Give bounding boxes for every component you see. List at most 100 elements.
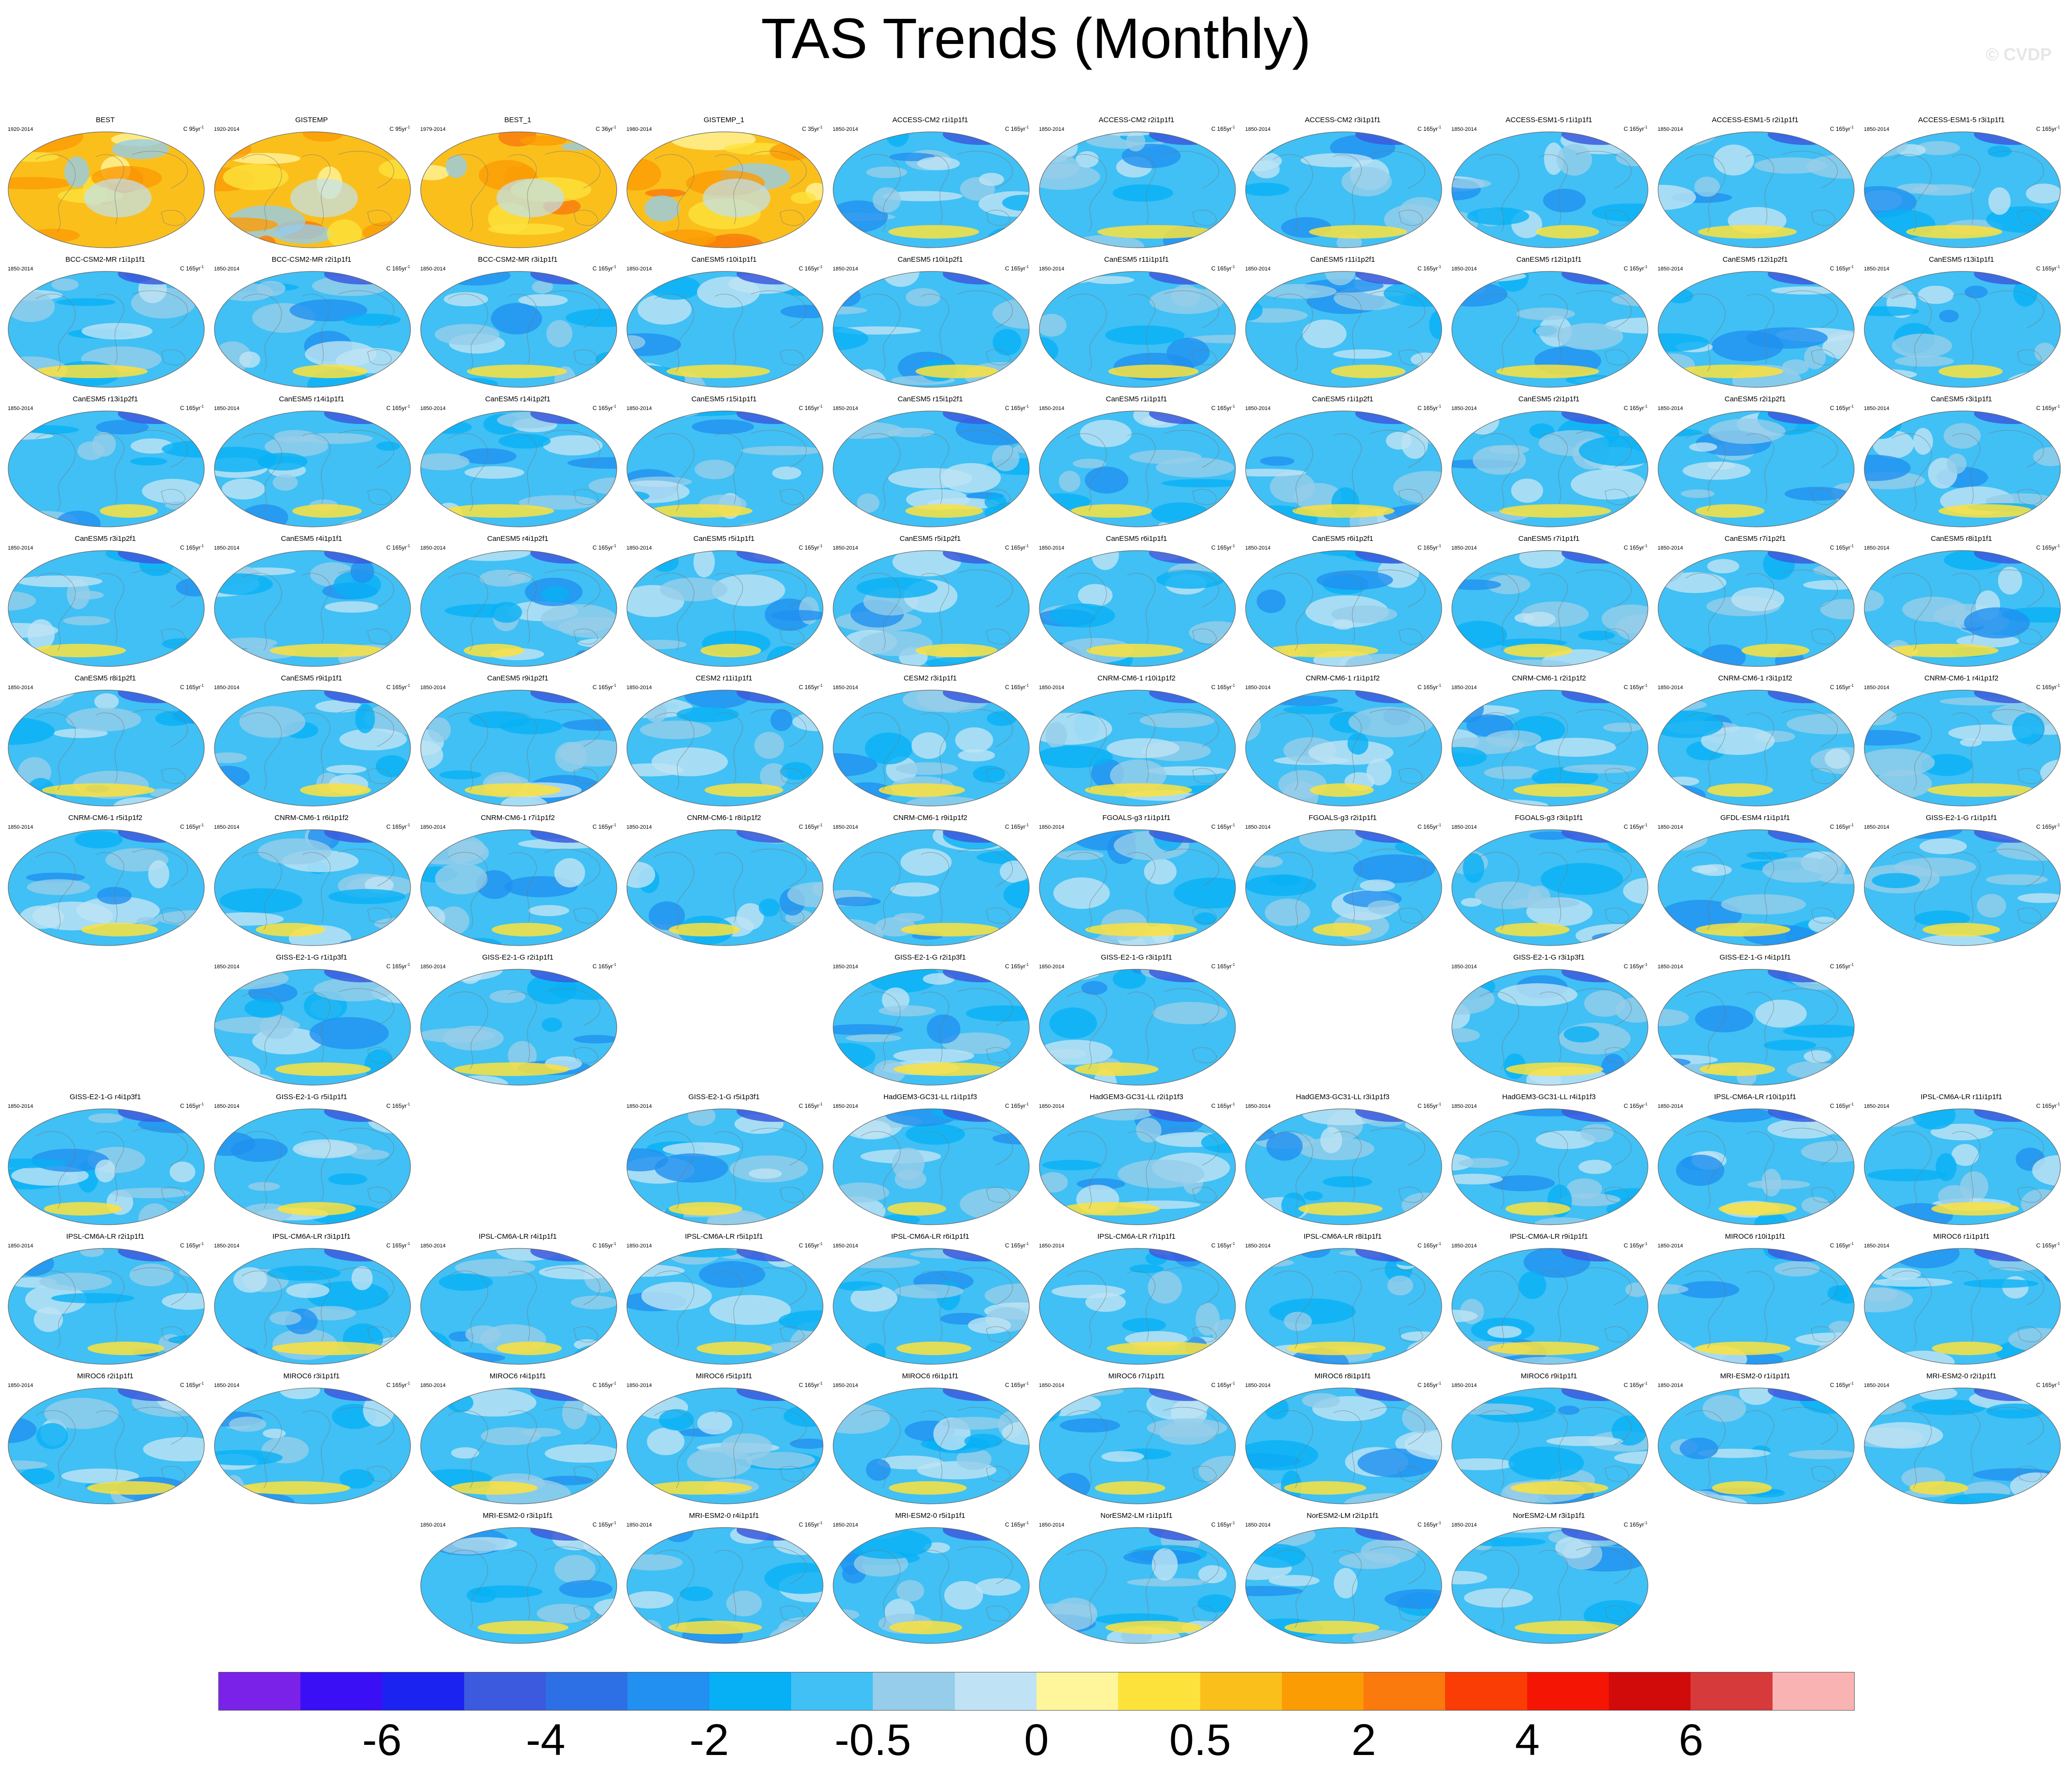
- panel-period: 1850-2014: [8, 1383, 33, 1388]
- panel-period: 1850-2014: [626, 266, 652, 272]
- map-panel: HadGEM3-GC31-LL r1i1p1f3 1850-2014 C 165yr…: [829, 1093, 1032, 1227]
- panel-unit: C 165yr-1: [1623, 1381, 1647, 1388]
- panel-period: 1850-2014: [1451, 824, 1477, 830]
- map-panel: IPSL-CM6A-LR r3i1p1f1 1850-2014 C 165yr-1: [210, 1232, 413, 1367]
- trend-map: [8, 410, 205, 527]
- panel-title: CanESM5 r2i1p1f1: [1518, 395, 1580, 403]
- map-panel: ACCESS-CM2 r1i1p1f1 1850-2014 C 165yr-1: [829, 116, 1032, 250]
- map-panel: CanESM5 r13i1p2f1 1850-2014 C 165yr-1: [4, 395, 207, 529]
- colorbar-tick-label: 0: [1024, 1715, 1049, 1765]
- panel-period: 1850-2014: [1451, 127, 1477, 132]
- panel-period: 1850-2014: [214, 1383, 240, 1388]
- panel-title: IPSL-CM6A-LR r4i1p1f1: [479, 1232, 557, 1241]
- trend-map: [1451, 1527, 1648, 1644]
- trend-map: [8, 1248, 205, 1365]
- trend-map: [214, 131, 411, 248]
- panel-unit: C 165yr-1: [180, 823, 204, 830]
- panel-period: 1850-2014: [833, 824, 858, 830]
- map-panel: CNRM-CM6-1 r9i1p1f2 1850-2014 C 165yr-1: [829, 814, 1032, 948]
- panel-unit: C 165yr-1: [1623, 1102, 1647, 1109]
- map-panel: GISTEMP 1920-2014 C 95yr-1: [210, 116, 413, 250]
- panel-title: BEST: [96, 116, 115, 124]
- panel-title: MIROC6 r1i1p1f1: [1933, 1232, 1990, 1241]
- map-panel: CanESM5 r2i1p2f1 1850-2014 C 165yr-1: [1654, 395, 1857, 529]
- trend-map: [1039, 1248, 1236, 1365]
- trend-map: [1245, 131, 1442, 248]
- trend-map: [833, 1527, 1030, 1644]
- trend-map: [626, 1387, 823, 1504]
- panel-title: CanESM5 r14i1p1f1: [279, 395, 344, 403]
- panel-period: 1850-2014: [1658, 545, 1683, 551]
- panel-unit: C 165yr-1: [592, 823, 616, 830]
- trend-map: [626, 829, 823, 946]
- map-panel: CanESM5 r6i1p2f1 1850-2014 C 165yr-1: [1241, 535, 1444, 669]
- panel-unit: C 165yr-1: [180, 1381, 204, 1388]
- trend-map: [1658, 550, 1855, 667]
- panel-period: 1850-2014: [1864, 127, 1889, 132]
- panel-unit: C 165yr-1: [2036, 1102, 2060, 1109]
- panel-title: CanESM5 r11i1p2f1: [1310, 255, 1375, 264]
- panel-period: 1850-2014: [1451, 406, 1477, 411]
- map-panel: MIROC6 r7i1p1f1 1850-2014 C 165yr-1: [1035, 1372, 1238, 1506]
- panel-title: CanESM5 r9i1p1f1: [281, 674, 342, 682]
- panel-title: MIROC6 r7i1p1f1: [1108, 1372, 1165, 1380]
- panel-unit: C 165yr-1: [386, 1102, 410, 1109]
- panel-period: 1850-2014: [1658, 964, 1683, 970]
- map-panel: MRI-ESM2-0 r5i1p1f1 1850-2014 C 165yr-1: [829, 1512, 1032, 1646]
- trend-map: [1039, 829, 1236, 946]
- panel-unit: C 165yr-1: [1005, 962, 1029, 970]
- panel-unit: C 165yr-1: [798, 1102, 823, 1109]
- panel-title: MRI-ESM2-0 r4i1p1f1: [689, 1512, 759, 1520]
- panel-period: 1850-2014: [626, 1243, 652, 1249]
- panel-period: 1850-2014: [214, 1243, 240, 1249]
- panel-unit: C 165yr-1: [386, 265, 410, 272]
- panel-period: 1850-2014: [1451, 1522, 1477, 1528]
- panel-unit: C 165yr-1: [1005, 1242, 1029, 1249]
- panel-period: 1850-2014: [420, 1383, 446, 1388]
- panel-unit: C 165yr-1: [386, 962, 410, 970]
- map-panel: IPSL-CM6A-LR r6i1p1f1 1850-2014 C 165yr-1: [829, 1232, 1032, 1367]
- map-panel: IPSL-CM6A-LR r9i1p1f1 1850-2014 C 165yr-1: [1448, 1232, 1650, 1367]
- trend-map: [420, 1527, 617, 1644]
- panel-unit: C 165yr-1: [1005, 823, 1029, 830]
- map-panel: ACCESS-ESM1-5 r1i1p1f1 1850-2014 C 165yr-1: [1448, 116, 1650, 250]
- map-panel: CanESM5 r3i1p2f1 1850-2014 C 165yr-1: [4, 535, 207, 669]
- panel-period: 1850-2014: [1039, 1522, 1064, 1528]
- map-panel: CanESM5 r12i1p2f1 1850-2014 C 165yr-1: [1654, 255, 1857, 390]
- panel-period: 1850-2014: [1245, 127, 1271, 132]
- panel-period: 1850-2014: [1864, 685, 1889, 691]
- map-panel: CanESM5 r10i1p1f1 1850-2014 C 165yr-1: [623, 255, 825, 390]
- colorbar-swatch: [873, 1672, 955, 1710]
- panel-unit: C 165yr-1: [798, 544, 823, 551]
- map-panel: GISS-E2-1-G r4i1p1f1 1850-2014 C 165yr-1: [1654, 953, 1857, 1088]
- trend-map: [1658, 410, 1855, 527]
- trend-map: [833, 1248, 1030, 1365]
- panel-period: 1850-2014: [1039, 685, 1064, 691]
- map-panel: ACCESS-ESM1-5 r2i1p1f1 1850-2014 C 165yr-1: [1654, 116, 1857, 250]
- panel-title: GISS-E2-1-G r4i1p1f1: [1719, 953, 1791, 962]
- panel-period: 1850-2014: [1245, 1243, 1271, 1249]
- panel-unit: C 165yr-1: [2036, 683, 2060, 691]
- panel-title: CNRM-CM6-1 r3i1p1f2: [1718, 674, 1792, 682]
- panel-title: BCC-CSM2-MR r1i1p1f1: [65, 255, 145, 264]
- trend-map: [833, 1387, 1030, 1504]
- map-panel: CanESM5 r3i1p1f1 1850-2014 C 165yr-1: [1860, 395, 2063, 529]
- panel-period: 1850-2014: [626, 1522, 652, 1528]
- trend-map: [626, 690, 823, 807]
- panel-title: CESM2 r3i1p1f1: [903, 674, 957, 682]
- panel-unit: C 165yr-1: [798, 1381, 823, 1388]
- panel-period: 1850-2014: [833, 406, 858, 411]
- colorbar-tick-label: 2: [1351, 1715, 1377, 1765]
- map-panel: CanESM5 r4i1p2f1 1850-2014 C 165yr-1: [416, 535, 619, 669]
- colorbar-swatch: [709, 1672, 792, 1710]
- panel-unit: C 165yr-1: [2036, 823, 2060, 830]
- map-panel: GFDL-ESM4 r1i1p1f1 1850-2014 C 165yr-1: [1654, 814, 1857, 948]
- panel-title: CNRM-CM6-1 r1i1p1f2: [1306, 674, 1380, 682]
- panel-period: 1850-2014: [1658, 1104, 1683, 1109]
- trend-map: [1039, 271, 1236, 388]
- trend-map: [1451, 410, 1648, 527]
- panel-unit: C 165yr-1: [1830, 1242, 1854, 1249]
- trend-map: [1451, 131, 1648, 248]
- trend-map: [1245, 829, 1442, 946]
- panel-unit: C 165yr-1: [1005, 544, 1029, 551]
